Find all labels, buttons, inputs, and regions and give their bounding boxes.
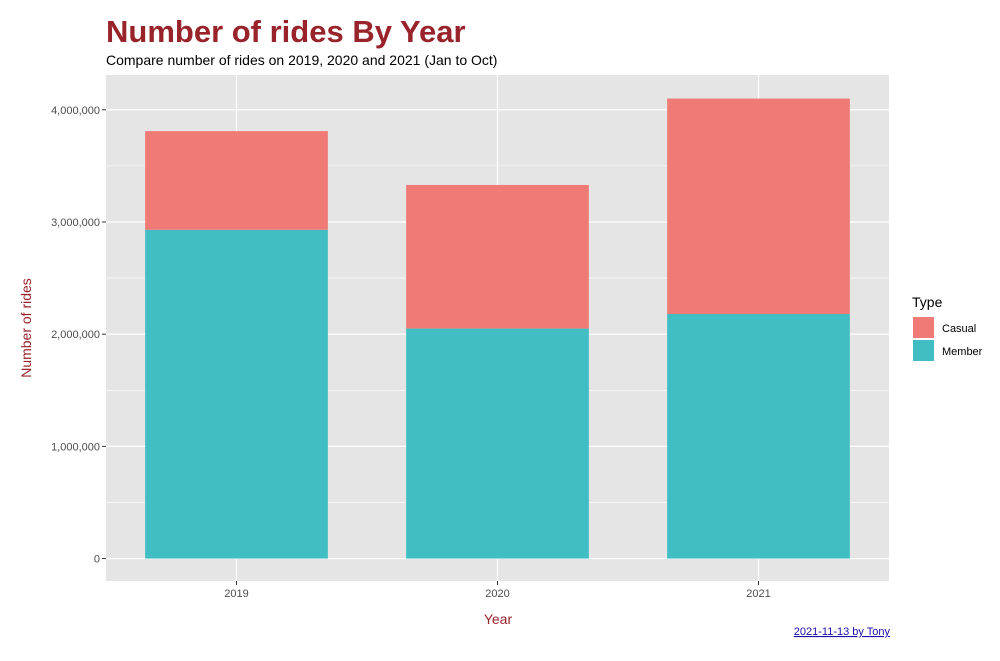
bar-member-2021 — [667, 313, 850, 559]
bar-casual-2021 — [667, 98, 850, 314]
legend-title: Type — [912, 294, 943, 310]
bar-member-2020 — [406, 328, 589, 559]
bars — [145, 98, 850, 559]
chart-subtitle: Compare number of rides on 2019, 2020 an… — [106, 52, 497, 68]
axis-ticks: 0 1,000,000 2,000,000 3,000,000 4,000,000 201… — [51, 105, 771, 600]
legend-label-member: Member — [942, 346, 983, 358]
bar-casual-2019 — [145, 131, 328, 230]
legend: Type Casual Member — [912, 294, 983, 361]
chart-title: Number of rides By Year — [106, 14, 466, 49]
caption-link[interactable]: 2021-11-13 by Tony — [794, 626, 891, 638]
y-tick-label: 3,000,000 — [51, 217, 100, 229]
bar-member-2019 — [145, 229, 328, 559]
x-tick-label: 2019 — [224, 588, 248, 600]
y-tick-label: 0 — [94, 554, 100, 566]
y-tick-label: 2,000,000 — [51, 329, 100, 341]
x-tick-label: 2020 — [485, 588, 509, 600]
y-axis-title: Number of rides — [18, 278, 34, 378]
y-tick-label: 4,000,000 — [51, 105, 100, 117]
legend-key-casual — [913, 317, 934, 338]
legend-label-casual: Casual — [942, 323, 976, 335]
bar-casual-2020 — [406, 184, 589, 329]
x-tick-label: 2021 — [746, 588, 770, 600]
x-axis-title: Year — [484, 611, 513, 627]
legend-key-member — [913, 340, 934, 361]
y-tick-label: 1,000,000 — [51, 441, 100, 453]
